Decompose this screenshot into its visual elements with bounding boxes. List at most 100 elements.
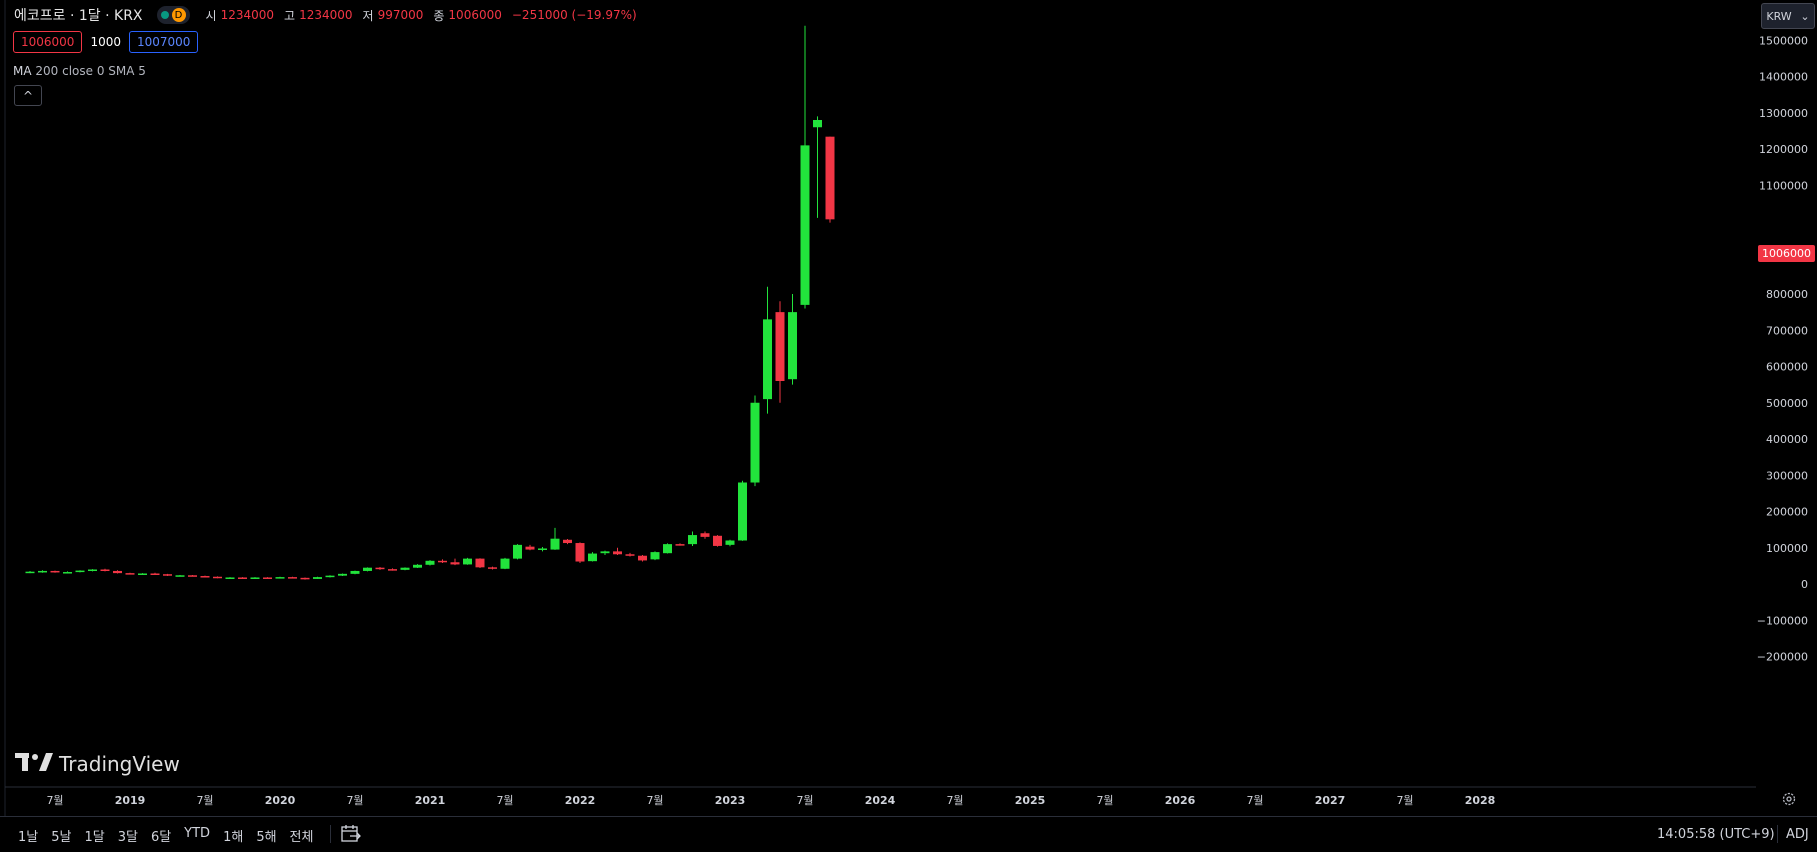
- candle-body: [813, 120, 822, 128]
- candle-body: [313, 577, 322, 579]
- candle: [663, 543, 672, 554]
- candle: [163, 573, 172, 577]
- candle: [425, 560, 435, 566]
- range-6m[interactable]: 6달: [150, 830, 172, 845]
- spread-value: 1000: [90, 35, 121, 49]
- candle: [88, 569, 97, 572]
- candles-layer: [25, 25, 835, 580]
- buy-price-button[interactable]: 1007000: [129, 31, 199, 53]
- candle-body: [775, 312, 785, 381]
- range-1d[interactable]: 1날: [18, 830, 39, 845]
- candle-body: [350, 570, 360, 574]
- currency-selector[interactable]: KRW ⌄: [1761, 3, 1815, 29]
- candle-body: [475, 558, 485, 568]
- candle: [63, 571, 72, 574]
- candle: [800, 25, 810, 309]
- candle: [225, 577, 235, 579]
- x-tick-label: 7월: [1396, 794, 1413, 807]
- y-tick-label: 1500000: [1759, 34, 1808, 47]
- symbol-title[interactable]: 에코프로 · 1달 · KRX: [14, 8, 143, 24]
- gear-icon: [1782, 792, 1796, 806]
- goto-date-button[interactable]: [340, 824, 362, 848]
- range-5d[interactable]: 5날: [51, 830, 72, 845]
- candle: [263, 577, 272, 579]
- range-ytd[interactable]: YTD: [184, 826, 211, 841]
- candle: [488, 566, 497, 570]
- candle-body: [800, 145, 810, 305]
- sell-price-button[interactable]: 1006000: [13, 31, 83, 53]
- x-tick-label: 7월: [1246, 794, 1263, 807]
- delayed-data-icon: D: [171, 8, 186, 22]
- last-price-label: 1006000: [1758, 245, 1815, 262]
- candle-body: [300, 577, 310, 580]
- candle: [363, 567, 372, 572]
- x-tick-label: 2026: [1165, 794, 1196, 807]
- candle: [400, 567, 410, 571]
- toolbar-divider-right: [1777, 825, 1778, 843]
- candle: [200, 575, 210, 578]
- x-tick-label: 7월: [1096, 794, 1113, 807]
- market-status-pill[interactable]: D: [156, 6, 190, 24]
- y-tick-label: −200000: [1757, 651, 1808, 664]
- candle: [500, 557, 510, 570]
- candle: [788, 294, 797, 385]
- y-tick-label: 1100000: [1759, 179, 1808, 192]
- candle: [538, 547, 547, 552]
- range-1y[interactable]: 1해: [223, 830, 244, 845]
- x-tick-label: 7월: [496, 794, 513, 807]
- candle: [775, 301, 785, 403]
- candle-body: [63, 572, 72, 574]
- candle: [350, 570, 360, 575]
- candle: [413, 564, 422, 569]
- candle-body: [788, 312, 797, 380]
- candle-body: [663, 544, 672, 554]
- collapse-legend-button[interactable]: ^: [14, 85, 42, 106]
- candle-body: [400, 567, 410, 570]
- candle: [713, 535, 722, 547]
- candle: [150, 572, 160, 575]
- range-1m[interactable]: 1달: [84, 830, 105, 845]
- candle-body: [638, 555, 647, 561]
- candle: [50, 570, 60, 573]
- y-tick-label: 500000: [1766, 397, 1808, 410]
- candle: [38, 570, 47, 573]
- candle: [250, 577, 260, 579]
- close-value: 1006000: [448, 8, 502, 22]
- time-axis[interactable]: 7월 2019 7월 2020 7월 2021 7월 2022 7월 2023 7월 2024 7월 20…: [46, 794, 1495, 807]
- candle-body: [363, 567, 372, 571]
- candle: [813, 116, 822, 218]
- candle-body: [463, 558, 472, 565]
- y-tick-label: 600000: [1766, 361, 1808, 374]
- range-3m[interactable]: 3달: [117, 830, 138, 845]
- candle-body: [725, 540, 735, 545]
- y-tick-label: 1300000: [1759, 107, 1808, 120]
- candle-body: [163, 574, 172, 576]
- candle-body: [338, 573, 347, 576]
- y-tick-label: 800000: [1766, 288, 1808, 301]
- candle-body: [763, 319, 772, 400]
- market-open-dot-icon: [160, 11, 169, 19]
- clock-timezone[interactable]: 14:05:58 (UTC+9): [1657, 827, 1775, 842]
- range-all[interactable]: 전체: [289, 830, 314, 845]
- range-5y[interactable]: 5해: [256, 830, 277, 845]
- indicator-legend[interactable]: MA 200 close 0 SMA 5: [13, 64, 146, 78]
- tradingview-logo[interactable]: TradingView: [15, 752, 180, 776]
- candle-body: [750, 402, 760, 483]
- candle: [650, 551, 660, 561]
- candle-body: [738, 482, 747, 541]
- candle: [138, 573, 147, 575]
- candle-body: [575, 543, 585, 562]
- candle: [738, 480, 747, 541]
- y-tick-label: 0: [1801, 578, 1808, 591]
- y-tick-label: 1400000: [1759, 71, 1808, 84]
- x-tick-label: 2022: [565, 794, 596, 807]
- candle-body: [288, 577, 297, 579]
- candle-body: [713, 535, 722, 546]
- candle: [313, 576, 322, 579]
- x-tick-label: 2024: [865, 794, 896, 807]
- axis-settings-button[interactable]: [1781, 791, 1797, 811]
- bid-ask-row: 1006000 1000 1007000: [13, 31, 199, 53]
- adjust-data-toggle[interactable]: ADJ: [1786, 827, 1809, 842]
- candle: [213, 576, 222, 579]
